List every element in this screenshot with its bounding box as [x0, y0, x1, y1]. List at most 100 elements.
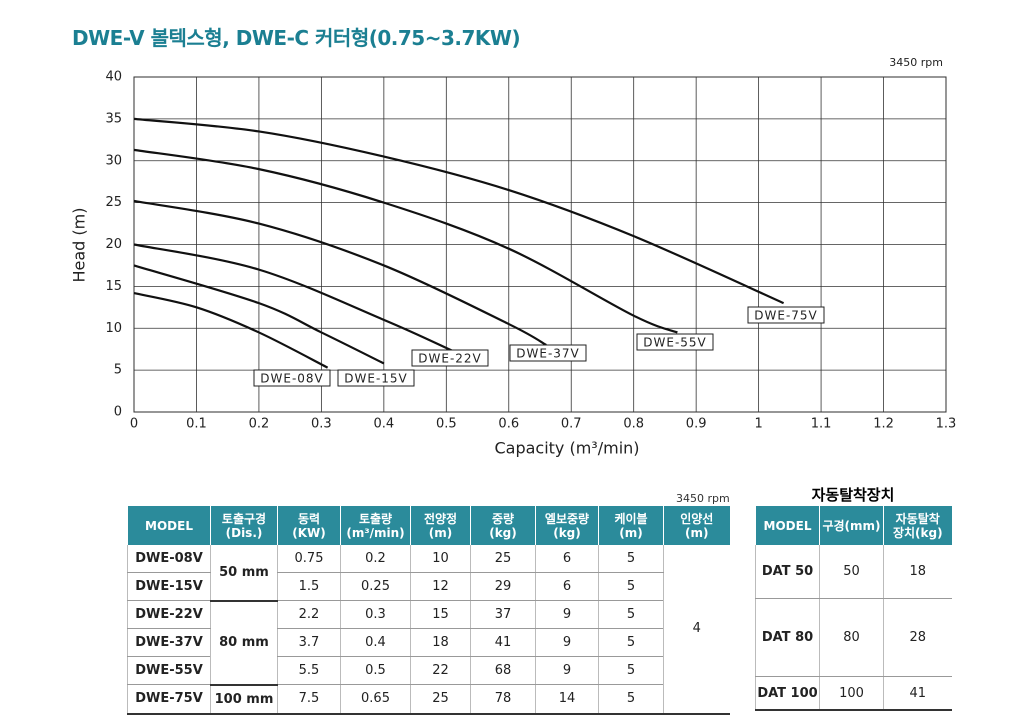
series-label: DWE-55V — [643, 336, 707, 350]
model-cell: DWE-55V — [127, 656, 211, 685]
x-tick-label: 0.5 — [436, 417, 457, 432]
x-tick-label: 0.9 — [686, 417, 707, 432]
value-cell: 41 — [470, 628, 536, 657]
value-cell: 41 — [883, 676, 952, 711]
column-header: MODEL — [127, 506, 211, 545]
value-cell: 10 — [410, 545, 471, 573]
column-header: 중량 (kg) — [470, 506, 536, 545]
curve — [133, 199, 547, 346]
x-tick-label: 0.7 — [561, 417, 582, 432]
table-row: DAT 50 50 18 — [755, 545, 952, 599]
value-cell: 0.5 — [340, 656, 411, 685]
table-row: DWE-08V 50 mm 0.75 0.2 10 25 6 5 4 — [127, 545, 730, 715]
series-label-box — [253, 369, 331, 387]
value-cell: 5 — [598, 545, 664, 573]
value-cell: 18 — [883, 545, 952, 599]
value-cell: 0.25 — [340, 572, 411, 601]
x-tick-label: 1 — [754, 417, 762, 432]
y-tick-label: 40 — [105, 70, 122, 85]
page-title: DWE-V 볼텍스형, DWE-C 커터형(0.75~3.7KW) — [72, 26, 521, 50]
table-row: DAT 100 100 41 — [755, 676, 952, 711]
value-cell: 22 — [410, 656, 471, 685]
series-label: DWE-22V — [418, 352, 482, 366]
value-cell: 5 — [598, 572, 664, 601]
dis-cell: 50 mm — [210, 545, 278, 602]
y-axis-label: Head (m) — [70, 208, 89, 283]
value-cell: 9 — [535, 600, 599, 629]
series-label-box — [509, 344, 587, 362]
x-tick-label: 0.1 — [186, 417, 207, 432]
x-tick-label: 0.6 — [498, 417, 519, 432]
model-cell: DWE-37V — [127, 628, 211, 657]
x-tick-label: 0.4 — [374, 417, 395, 432]
curve — [133, 243, 454, 352]
value-cell: 0.4 — [340, 628, 411, 657]
value-cell: 25 — [410, 684, 471, 715]
value-cell: 0.2 — [340, 545, 411, 573]
value-cell: 6 — [535, 572, 599, 601]
value-cell: 5 — [598, 628, 664, 657]
column-header: 자동탈착 장치(kg) — [883, 506, 952, 545]
value-cell: 68 — [470, 656, 536, 685]
value-cell: 0.3 — [340, 600, 411, 629]
value-cell: 78 — [470, 684, 536, 715]
table-note: 3450 rpm — [676, 492, 730, 505]
value-cell: 5 — [598, 656, 664, 685]
x-tick-label: 0 — [130, 417, 138, 432]
table-row: DWE-37V 3.7 0.4 18 41 9 5 — [127, 628, 730, 657]
table-row: DWE-55V 5.5 0.5 22 68 9 5 — [127, 656, 730, 685]
curve — [133, 117, 785, 305]
series-label-box — [411, 349, 489, 367]
x-tick-label: 0.8 — [623, 417, 644, 432]
series-label-box — [636, 333, 714, 351]
value-cell: 80 — [819, 598, 884, 677]
value-cell: 5.5 — [277, 656, 341, 685]
model-cell: DAT 50 — [755, 545, 820, 599]
column-header: MODEL — [755, 506, 820, 545]
dat-table: MODEL 구경(mm) 자동탈착 장치(kg) DAT 50 50 18 DAT 80 8… — [755, 506, 952, 711]
column-header: 엘보중량 (kg) — [535, 506, 599, 545]
column-header: 토출량 (m³/min) — [340, 506, 411, 545]
y-tick-label: 10 — [105, 321, 122, 336]
value-cell: 28 — [883, 598, 952, 677]
y-tick-label: 30 — [105, 153, 122, 168]
value-cell: 0.65 — [340, 684, 411, 715]
value-cell: 1.5 — [277, 572, 341, 601]
value-cell: 18 — [410, 628, 471, 657]
series-label-box — [337, 369, 415, 387]
x-tick-label: 0.3 — [311, 417, 332, 432]
model-cell: DWE-08V — [127, 545, 211, 573]
value-cell: 5 — [598, 600, 664, 629]
rpm-note: 3450 rpm — [889, 56, 943, 69]
x-tick-label: 1.1 — [811, 417, 832, 432]
y-tick-label: 35 — [105, 111, 122, 126]
value-cell: 15 — [410, 600, 471, 629]
curve — [133, 292, 329, 369]
dis-cell: 100 mm — [210, 684, 278, 715]
value-cell: 100 — [819, 676, 884, 711]
model-cell: DWE-75V — [127, 684, 211, 715]
series-label-box — [747, 306, 825, 324]
table-row: DWE-75V 100 mm 7.5 0.65 25 78 14 5 — [127, 684, 730, 715]
model-cell: DAT 100 — [755, 676, 820, 711]
series-label: DWE-37V — [516, 347, 580, 361]
series-label: DWE-08V — [260, 372, 324, 386]
value-cell: 14 — [535, 684, 599, 715]
column-header: 구경(mm) — [819, 506, 884, 545]
spec-table: MODEL 토출구경 (Dis.) 동력 (KW) 토출량 (m³/min) 전양정 (… — [127, 506, 730, 715]
value-cell: 50 — [819, 545, 884, 599]
column-header: 동력 (KW) — [277, 506, 341, 545]
chart: 3450 rpm Capacity (m³/min) Head (m) 0 0.1… — [70, 56, 957, 458]
curve — [133, 148, 678, 334]
value-cell: 9 — [535, 628, 599, 657]
dis-cell: 80 mm — [210, 600, 278, 686]
table-row: DWE-15V 1.5 0.25 12 29 6 5 — [127, 572, 730, 601]
value-cell: 6 — [535, 545, 599, 573]
value-cell: 5 — [598, 684, 664, 715]
value-cell: 2.2 — [277, 600, 341, 629]
y-tick-label: 15 — [105, 279, 122, 294]
x-tick-label: 1.2 — [873, 417, 894, 432]
value-cell: 12 — [410, 572, 471, 601]
column-header: 전양정 (m) — [410, 506, 471, 545]
